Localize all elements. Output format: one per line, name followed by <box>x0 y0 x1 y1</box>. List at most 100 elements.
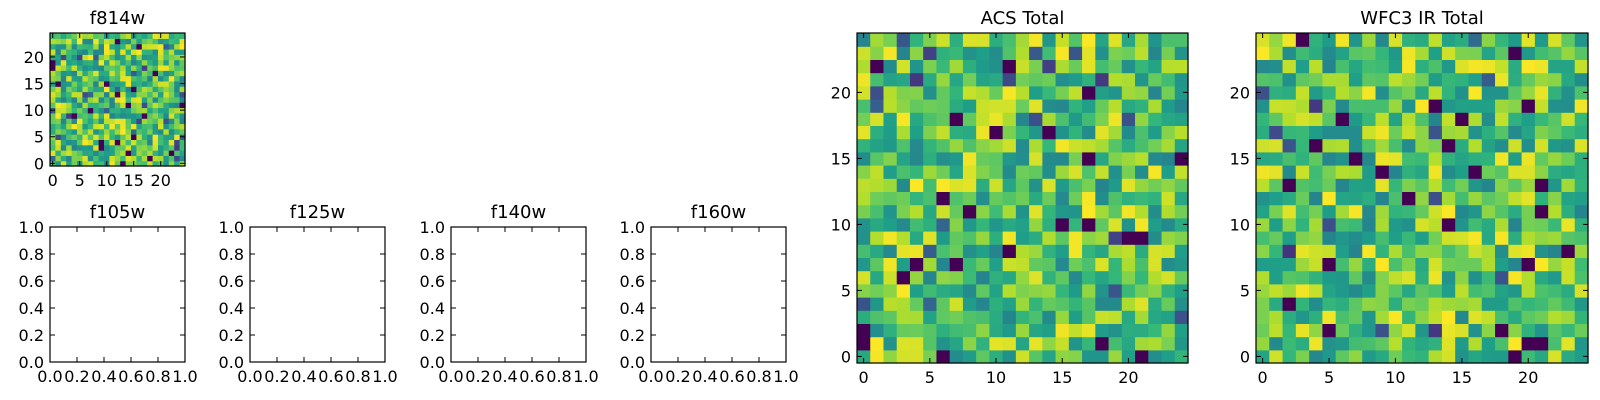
heatmap-cell <box>1322 270 1337 285</box>
y-tick-label: 0.2 <box>420 326 445 345</box>
heatmap-cell <box>141 86 148 93</box>
heatmap-cell <box>1161 349 1176 364</box>
heatmap-cell <box>1174 85 1189 100</box>
heatmap-cell <box>1055 33 1070 47</box>
heatmap-cell <box>141 43 148 50</box>
heatmap-cell <box>1335 59 1350 74</box>
heatmap-cell <box>1495 349 1509 364</box>
heatmap-cell <box>114 64 121 71</box>
heatmap-cell <box>1348 165 1363 179</box>
heatmap-cell <box>168 96 175 103</box>
heatmap-cell <box>1468 191 1483 206</box>
heatmap-cell <box>1335 257 1350 272</box>
heatmap-cell <box>949 151 964 166</box>
heatmap-cell <box>1269 165 1284 179</box>
heatmap-cell <box>1455 270 1470 285</box>
heatmap-cell <box>1548 99 1563 113</box>
heatmap-cell <box>71 112 78 119</box>
heatmap-cell <box>141 155 148 162</box>
heatmap-cell <box>60 38 67 45</box>
heatmap-cell <box>1362 270 1377 285</box>
heatmap-cell <box>1108 257 1123 272</box>
heatmap-cell <box>1495 257 1509 272</box>
heatmap-cell <box>136 54 143 61</box>
heatmap-cell <box>1029 99 1043 113</box>
x-tick-label: 20 <box>151 171 171 190</box>
heatmap-cell <box>1495 72 1509 87</box>
heatmap-cell <box>71 155 78 162</box>
heatmap-cell <box>1256 46 1270 60</box>
y-tick-label: 0.6 <box>620 272 645 291</box>
heatmap-cell <box>936 297 951 311</box>
y-tick-label: 20 <box>1230 83 1250 102</box>
heatmap-cell <box>109 118 116 125</box>
heatmap-cell <box>1002 336 1017 351</box>
heatmap-cell <box>1402 165 1416 179</box>
heatmap-cell <box>923 59 938 74</box>
y-tick-label: 20 <box>24 48 44 67</box>
heatmap-cell <box>962 257 977 272</box>
heatmap-cell <box>152 43 159 50</box>
heatmap-cell <box>1455 323 1470 338</box>
heatmap-cell <box>1161 336 1176 351</box>
x-tick-label: 0 <box>48 171 58 190</box>
heatmap-cell <box>1309 99 1323 113</box>
heatmap-cell <box>141 107 148 114</box>
heatmap-cell <box>1335 151 1350 166</box>
heatmap-cell <box>896 231 911 245</box>
heatmap-cell <box>1415 85 1430 100</box>
heatmap-cell <box>1415 297 1430 311</box>
heatmap-cell <box>98 123 105 130</box>
heatmap-cell <box>1335 85 1350 100</box>
heatmap-cell <box>976 323 990 338</box>
heatmap-cell <box>1309 310 1323 324</box>
heatmap-cell <box>114 91 121 98</box>
heatmap-cell <box>870 297 885 311</box>
heatmap-cell <box>1481 283 1496 298</box>
heatmap-cell <box>1362 125 1377 140</box>
heatmap-cell <box>870 72 885 87</box>
heatmap-cell <box>1029 283 1043 298</box>
heatmap-cell <box>1574 178 1589 192</box>
heatmap-cell <box>174 144 181 151</box>
heatmap-cell <box>114 43 121 50</box>
heatmap-cell <box>1095 349 1110 364</box>
heatmap-cell <box>93 59 100 66</box>
heatmap-cell <box>1256 85 1270 100</box>
heatmap-cell <box>168 80 175 87</box>
heatmap-cell <box>1068 257 1083 272</box>
heatmap-cell <box>152 134 159 140</box>
heatmap-cell <box>1455 217 1470 232</box>
heatmap-cell <box>1174 72 1189 87</box>
heatmap-cell <box>50 118 56 125</box>
heatmap-cell <box>1508 178 1523 192</box>
heatmap-cell <box>1495 217 1509 232</box>
heatmap-cell <box>1309 217 1323 232</box>
heatmap-cell <box>1282 125 1297 140</box>
heatmap-cell <box>1095 297 1110 311</box>
heatmap-cell <box>1015 99 1030 113</box>
heatmap-cell <box>1508 151 1523 166</box>
heatmap-cell <box>1135 217 1149 232</box>
heatmap-cell <box>1161 231 1176 245</box>
heatmap-cell <box>1335 336 1350 351</box>
heatmap-cell <box>114 80 121 87</box>
heatmap-cell <box>989 151 1004 166</box>
heatmap-cell <box>1082 112 1096 126</box>
heatmap-cell <box>55 86 62 93</box>
heatmap-cell <box>179 123 186 130</box>
heatmap-cell <box>1161 270 1176 285</box>
heatmap-cell <box>1561 204 1576 219</box>
heatmap-cell <box>1548 336 1563 351</box>
heatmap-cell <box>923 99 938 113</box>
heatmap-cell <box>1269 204 1284 219</box>
heatmap-cell <box>1402 151 1416 166</box>
heatmap-cell <box>1508 125 1523 140</box>
heatmap-cell <box>1174 125 1189 140</box>
heatmap-cell <box>131 96 137 103</box>
heatmap-cell <box>1161 165 1176 179</box>
heatmap-cell <box>1309 204 1323 219</box>
heatmap-cell <box>114 86 121 93</box>
heatmap-cell <box>136 48 143 55</box>
